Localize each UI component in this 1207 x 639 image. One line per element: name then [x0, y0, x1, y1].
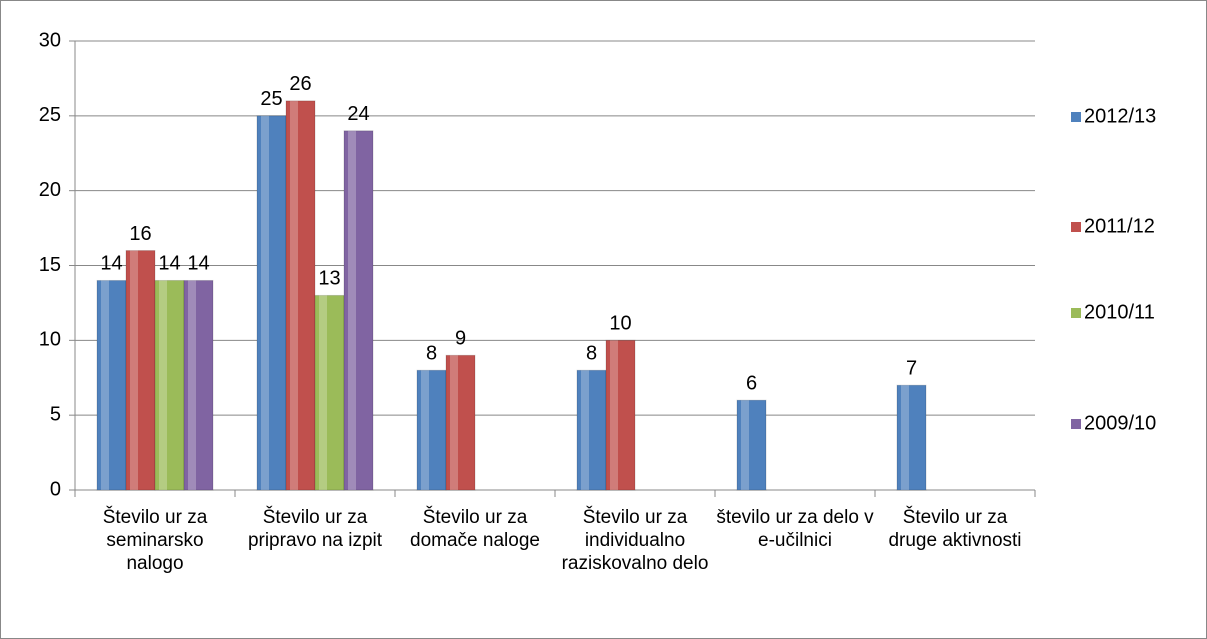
bar-shine: [159, 280, 167, 490]
data-label: 8: [586, 343, 597, 365]
x-tick-label: Število ur za domače naloge: [410, 507, 540, 551]
y-tick-label: 25: [39, 104, 61, 126]
legend-swatch: [1071, 222, 1081, 232]
data-label: 26: [289, 73, 311, 95]
legend-swatch: [1071, 308, 1081, 318]
y-tick-label: 15: [39, 254, 61, 276]
bar-shine: [101, 280, 109, 490]
bar: [445, 354, 476, 491]
bar: [285, 100, 316, 491]
y-tick-label: 5: [50, 403, 61, 425]
y-tick-label: 10: [39, 329, 61, 351]
legend-label: 2011/12: [1084, 215, 1155, 237]
x-tick-label: Število ur za individualno raziskovalno …: [561, 507, 709, 574]
legend-label: 2009/10: [1084, 412, 1156, 434]
x-tick-label: število ur za delo v e-učilnici: [716, 507, 874, 551]
legend-swatch: [1071, 419, 1081, 429]
y-tick-label: 20: [39, 179, 61, 201]
x-tick-label: Število ur za druge aktivnosti: [888, 507, 1022, 551]
bar-shine: [261, 115, 269, 490]
x-tick-label: Število ur za seminarsko nalogo: [102, 507, 208, 574]
bar: [605, 339, 636, 491]
bar: [343, 130, 374, 491]
bar-shine: [319, 295, 327, 490]
bar-shine: [901, 385, 909, 490]
bar-shine: [130, 250, 138, 490]
bar: [125, 250, 156, 491]
data-label: 14: [100, 253, 122, 275]
data-label: 14: [187, 253, 209, 275]
legend-label: 2010/11: [1084, 301, 1155, 323]
data-label: 25: [260, 88, 282, 110]
bar: [154, 279, 185, 491]
y-tick-label: 30: [39, 29, 61, 51]
bar-shine: [348, 130, 356, 491]
bar-shine: [741, 400, 749, 490]
bar-shine: [188, 280, 196, 490]
data-label: 8: [426, 343, 437, 365]
bar-shine: [421, 370, 429, 490]
bar: [183, 279, 214, 491]
y-tick-label: 0: [50, 478, 61, 500]
bar-shine: [610, 340, 618, 490]
x-tick-label: Število ur za pripravo na izpit: [247, 507, 383, 551]
data-label: 10: [609, 313, 631, 335]
bar: [576, 369, 607, 491]
data-label: 7: [906, 358, 917, 380]
data-label: 9: [455, 328, 466, 350]
bar: [896, 384, 927, 491]
data-label: 13: [318, 268, 340, 290]
bar-shine: [290, 100, 298, 490]
data-label: 16: [129, 223, 151, 245]
bar: [736, 399, 767, 491]
bar-shine: [450, 355, 458, 490]
legend-swatch: [1071, 112, 1081, 122]
legend-label: 2012/13: [1084, 105, 1156, 127]
bar: [416, 369, 447, 491]
data-label: 6: [746, 372, 757, 394]
data-label: 14: [158, 253, 180, 275]
data-label: 24: [347, 103, 369, 125]
bar-shine: [581, 370, 589, 490]
